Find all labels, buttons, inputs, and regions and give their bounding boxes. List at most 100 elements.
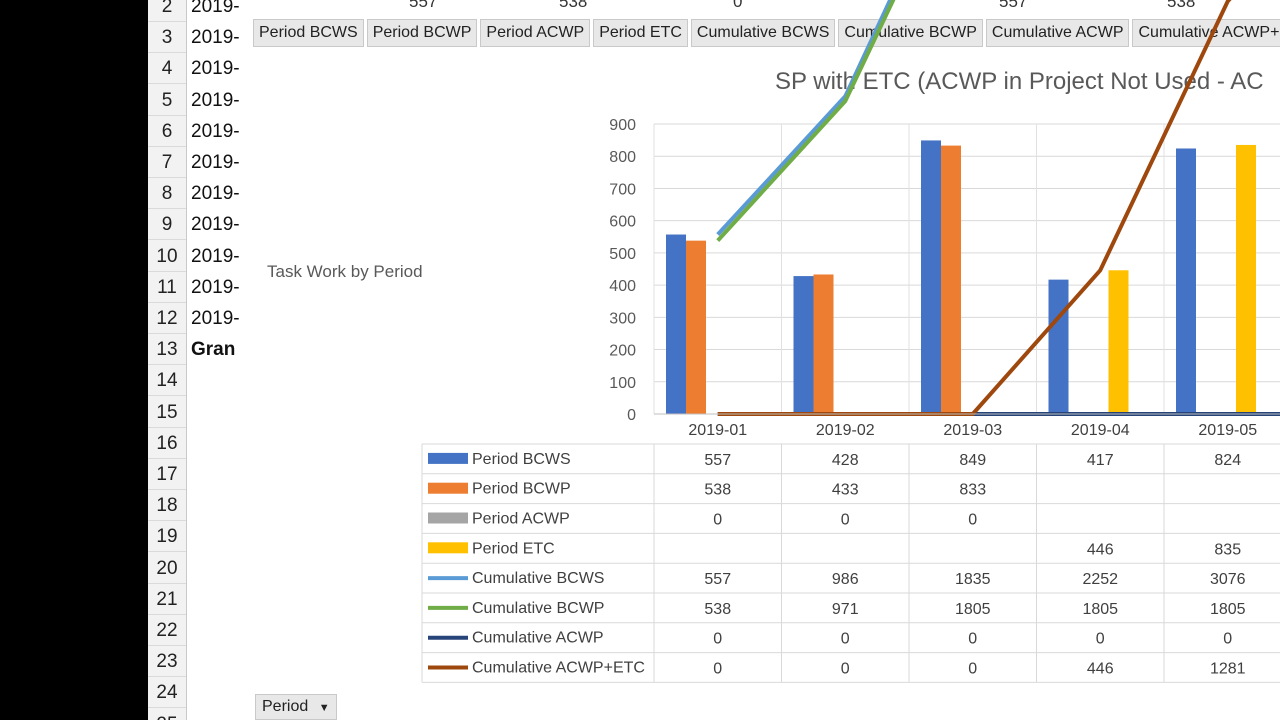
- row-number[interactable]: 2: [148, 0, 186, 22]
- y-tick-label: 400: [609, 278, 636, 295]
- row-number[interactable]: 4: [148, 53, 186, 85]
- top-row-value: 557: [409, 0, 438, 11]
- row-number[interactable]: 14: [148, 365, 186, 397]
- data-table-value: 2252: [1082, 571, 1118, 588]
- data-table-value: 0: [968, 661, 977, 678]
- row-number[interactable]: 16: [148, 428, 186, 459]
- data-table-value: 538: [704, 601, 731, 618]
- bar-period-bcws: [1048, 279, 1069, 414]
- legend-label: Period BCWS: [472, 451, 571, 468]
- pivot-chart[interactable]: 557 538 0 557 538 Period BCWS Period BCW…: [239, 0, 1280, 720]
- row-number[interactable]: 10: [148, 241, 186, 272]
- cell-a[interactable]: 2019-: [191, 152, 240, 173]
- data-table-value: 446: [1087, 661, 1114, 678]
- partial-top-row: 557 538 0 557 538: [239, 0, 1280, 14]
- bar-period-bcws: [793, 276, 814, 414]
- data-table-value: 446: [1087, 541, 1114, 558]
- data-table-value: 3076: [1210, 571, 1246, 588]
- data-table-value: 971: [832, 601, 859, 618]
- data-table-value: 833: [959, 482, 986, 499]
- legend-label: Cumulative BCWP: [472, 600, 604, 617]
- top-row-value: 557: [999, 0, 1028, 11]
- legend-label: Period ACWP: [472, 511, 570, 528]
- row-header-column: 2345678910111213141516171819202122232425: [148, 0, 187, 720]
- legend-label: Cumulative ACWP+ETC: [472, 660, 645, 677]
- legend-key-period-acwp: [428, 512, 468, 524]
- row-number[interactable]: 23: [148, 646, 186, 678]
- data-table-value: 0: [1096, 631, 1105, 648]
- row-number[interactable]: 5: [148, 85, 186, 116]
- bar-period-bcwp: [686, 240, 706, 414]
- legend-label: Period ETC: [472, 540, 555, 557]
- row-number[interactable]: 7: [148, 147, 186, 178]
- cell-a[interactable]: Gran: [191, 339, 236, 361]
- data-table-value: 433: [832, 482, 859, 499]
- data-table-value: 0: [713, 661, 722, 678]
- x-category-label: 2019-04: [1071, 422, 1130, 439]
- row-number[interactable]: 21: [148, 584, 186, 615]
- axis-field-button-period[interactable]: Period ▼: [255, 694, 337, 720]
- top-row-value: 538: [559, 0, 588, 11]
- cell-a[interactable]: 2019-: [191, 89, 240, 111]
- row-number[interactable]: 8: [148, 178, 186, 210]
- field-button-period-bcwp[interactable]: Period BCWP: [366, 19, 478, 47]
- data-table-value: 0: [841, 631, 850, 648]
- data-table-value: 1805: [1210, 601, 1246, 618]
- bar-period-etc: [1236, 144, 1256, 414]
- row-number[interactable]: 20: [148, 553, 186, 584]
- field-button-cumulative-bcws[interactable]: Cumulative BCWS: [690, 19, 836, 47]
- row-number[interactable]: 12: [148, 303, 186, 334]
- row-number[interactable]: 9: [148, 209, 186, 241]
- row-number[interactable]: 24: [148, 677, 186, 709]
- y-tick-label: 300: [609, 310, 636, 327]
- row-number[interactable]: 18: [148, 490, 186, 522]
- legend-key-period-bcws: [428, 452, 468, 464]
- bar-period-bcwp: [813, 274, 834, 414]
- cell-a[interactable]: 2019-: [191, 214, 240, 236]
- data-table-value: 1281: [1210, 661, 1246, 678]
- bar-period-bcws: [1176, 148, 1196, 414]
- row-number[interactable]: 3: [148, 22, 186, 54]
- data-table-value: 849: [959, 452, 986, 469]
- cell-a[interactable]: 2019-: [191, 58, 240, 80]
- row-number[interactable]: 22: [148, 615, 186, 646]
- row-number[interactable]: 25: [148, 709, 186, 720]
- cell-a[interactable]: 2019-: [191, 183, 240, 205]
- data-table-value: 0: [841, 512, 850, 529]
- field-button-period-etc[interactable]: Period ETC: [593, 19, 688, 47]
- legend-key-period-etc: [428, 542, 468, 554]
- legend-label: Cumulative BCWS: [472, 570, 604, 587]
- field-button-cumulative-acwp[interactable]: Cumulative ACWP: [985, 19, 1130, 47]
- row-number[interactable]: 19: [148, 521, 186, 553]
- data-table-value: 417: [1087, 452, 1114, 469]
- row-number[interactable]: 11: [148, 272, 186, 303]
- data-table-value: 0: [968, 512, 977, 529]
- y-tick-label: 600: [609, 214, 636, 231]
- legend-label: Period BCWP: [472, 481, 571, 498]
- data-table-value: 538: [704, 482, 731, 499]
- row-number[interactable]: 17: [148, 459, 186, 490]
- data-table-value: 0: [713, 512, 722, 529]
- cell-a[interactable]: 2019-: [191, 245, 240, 267]
- data-table-value: 557: [704, 571, 731, 588]
- field-button-period-bcws[interactable]: Period BCWS: [253, 19, 364, 47]
- y-tick-label: 900: [609, 117, 636, 134]
- row-number[interactable]: 13: [148, 334, 186, 366]
- y-tick-label: 700: [609, 181, 636, 198]
- cell-a[interactable]: 2019-: [191, 27, 240, 49]
- field-button-period-acwp[interactable]: Period ACWP: [480, 19, 591, 47]
- legend-key-period-bcwp: [428, 482, 468, 494]
- line-cumulative-bcws: [716, 0, 893, 236]
- data-table-value: 557: [704, 452, 731, 469]
- data-table-value: 428: [832, 452, 859, 469]
- data-table-value: 0: [1223, 631, 1232, 648]
- cell-a[interactable]: 2019-: [191, 276, 240, 298]
- row-number[interactable]: 15: [148, 397, 186, 428]
- cell-a[interactable]: 2019-: [191, 308, 240, 329]
- row-number[interactable]: 6: [148, 116, 186, 147]
- value-field-buttons: Period BCWS Period BCWP Period ACWP Peri…: [253, 19, 1280, 47]
- top-row-value: 0: [733, 0, 743, 11]
- cell-a[interactable]: 2019-01: [191, 0, 251, 17]
- cell-a[interactable]: 2019-: [191, 120, 240, 142]
- bar-period-bcws: [666, 234, 686, 414]
